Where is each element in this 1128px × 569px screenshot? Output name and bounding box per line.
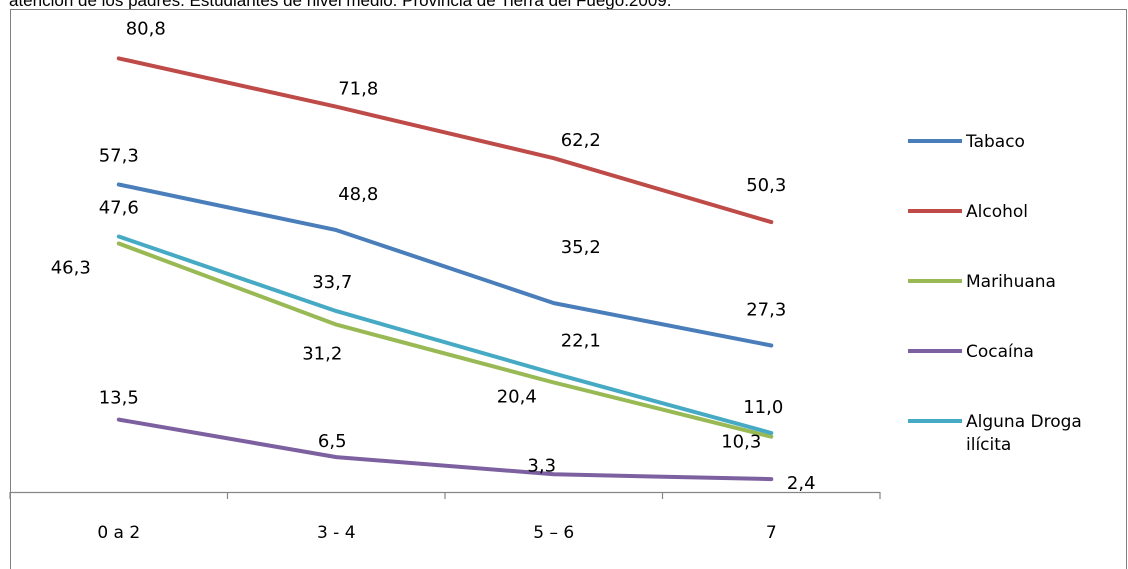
data-labels: 57,3 48,8 35,2 27,3 80,8 71,8 62,2 50,3 46,3 31,2… (51, 18, 816, 494)
series-lines (116, 56, 774, 482)
x-tick-label: 5 – 6 (533, 523, 574, 543)
series-line-alguna-droga-ilicita (116, 234, 774, 435)
data-label-alguna-droga-ilicita: 33,7 (312, 272, 352, 293)
data-label-tabaco: 57,3 (99, 145, 139, 166)
data-label-tabaco: 27,3 (746, 299, 786, 320)
legend-item-alcohol: Alcohol (908, 202, 1028, 222)
data-label-marihuana: 10,3 (721, 432, 761, 453)
data-label-alguna-droga-ilicita: 22,1 (561, 330, 601, 351)
data-label-cocaina: 2,4 (787, 473, 816, 494)
legend-label: ilícita (966, 435, 1011, 455)
x-tick-label: 0 a 2 (97, 523, 140, 543)
x-tick-labels: 0 a 2 3 - 4 5 – 6 7 (97, 523, 776, 543)
legend-label: Alcohol (966, 202, 1028, 222)
data-label-alcohol: 50,3 (746, 175, 786, 196)
series-line-tabaco (116, 182, 774, 348)
legend-item-cocaina: Cocaína (908, 342, 1034, 362)
legend-label: Alguna Droga (966, 412, 1082, 432)
data-label-marihuana: 46,3 (51, 258, 91, 279)
data-label-tabaco: 35,2 (561, 237, 601, 258)
x-axis (9, 491, 881, 499)
chart-caption: atención de los padres. Estudiantes de n… (9, 0, 672, 10)
legend-label: Tabaco (965, 132, 1025, 152)
legend: Tabaco Alcohol Marihuana Cocaína Alguna Drog… (908, 132, 1082, 455)
series-line-cocaina (116, 417, 774, 482)
data-label-marihuana: 31,2 (302, 344, 342, 365)
data-label-alguna-droga-ilicita: 11,0 (743, 397, 783, 418)
legend-item-marihuana: Marihuana (908, 272, 1056, 292)
legend-label: Marihuana (966, 272, 1056, 292)
data-label-alguna-droga-ilicita: 47,6 (99, 198, 139, 219)
data-label-cocaina: 6,5 (318, 431, 347, 452)
data-label-alcohol: 62,2 (561, 130, 601, 151)
legend-item-alguna-droga-ilicita: Alguna Droga ilícita (908, 412, 1082, 455)
series-line-marihuana (116, 241, 774, 439)
series-line-alcohol (116, 56, 774, 225)
x-tick-label: 7 (766, 523, 777, 543)
data-label-tabaco: 48,8 (338, 184, 378, 205)
legend-label: Cocaína (966, 342, 1034, 362)
data-label-cocaina: 3,3 (527, 455, 556, 476)
data-label-cocaina: 13,5 (99, 388, 139, 409)
data-label-alcohol: 80,8 (126, 18, 166, 39)
legend-item-tabaco: Tabaco (908, 132, 1025, 152)
chart-border (10, 9, 1127, 569)
x-tick-label: 3 - 4 (317, 523, 356, 543)
data-label-marihuana: 20,4 (497, 387, 537, 408)
data-label-alcohol: 71,8 (338, 79, 378, 100)
